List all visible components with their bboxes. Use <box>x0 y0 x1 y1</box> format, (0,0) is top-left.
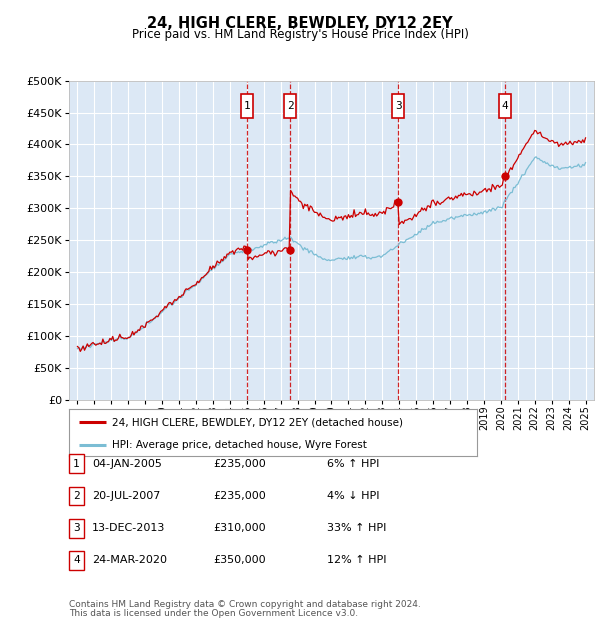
FancyBboxPatch shape <box>284 94 296 118</box>
Text: 20-JUL-2007: 20-JUL-2007 <box>92 491 160 501</box>
Text: £350,000: £350,000 <box>213 556 266 565</box>
FancyBboxPatch shape <box>499 94 511 118</box>
Text: 4: 4 <box>501 101 508 111</box>
Text: £310,000: £310,000 <box>213 523 266 533</box>
Text: 2: 2 <box>287 101 293 111</box>
Text: Contains HM Land Registry data © Crown copyright and database right 2024.: Contains HM Land Registry data © Crown c… <box>69 600 421 609</box>
Text: 2: 2 <box>73 491 80 501</box>
Text: 6% ↑ HPI: 6% ↑ HPI <box>327 459 379 469</box>
Text: 3: 3 <box>395 101 402 111</box>
Text: 3: 3 <box>73 523 80 533</box>
Text: 1: 1 <box>73 459 80 469</box>
Text: £235,000: £235,000 <box>213 491 266 501</box>
Text: 13-DEC-2013: 13-DEC-2013 <box>92 523 165 533</box>
Text: This data is licensed under the Open Government Licence v3.0.: This data is licensed under the Open Gov… <box>69 609 358 618</box>
Text: 1: 1 <box>244 101 250 111</box>
Text: 24-MAR-2020: 24-MAR-2020 <box>92 556 167 565</box>
Text: HPI: Average price, detached house, Wyre Forest: HPI: Average price, detached house, Wyre… <box>112 440 367 451</box>
FancyBboxPatch shape <box>392 94 404 118</box>
Text: 12% ↑ HPI: 12% ↑ HPI <box>327 556 386 565</box>
Text: 04-JAN-2005: 04-JAN-2005 <box>92 459 161 469</box>
Text: 24, HIGH CLERE, BEWDLEY, DY12 2EY: 24, HIGH CLERE, BEWDLEY, DY12 2EY <box>147 16 453 30</box>
Text: 33% ↑ HPI: 33% ↑ HPI <box>327 523 386 533</box>
Text: 4: 4 <box>73 556 80 565</box>
Text: Price paid vs. HM Land Registry's House Price Index (HPI): Price paid vs. HM Land Registry's House … <box>131 28 469 41</box>
Text: £235,000: £235,000 <box>213 459 266 469</box>
Text: 4% ↓ HPI: 4% ↓ HPI <box>327 491 380 501</box>
Text: 24, HIGH CLERE, BEWDLEY, DY12 2EY (detached house): 24, HIGH CLERE, BEWDLEY, DY12 2EY (detac… <box>112 417 403 427</box>
FancyBboxPatch shape <box>241 94 253 118</box>
